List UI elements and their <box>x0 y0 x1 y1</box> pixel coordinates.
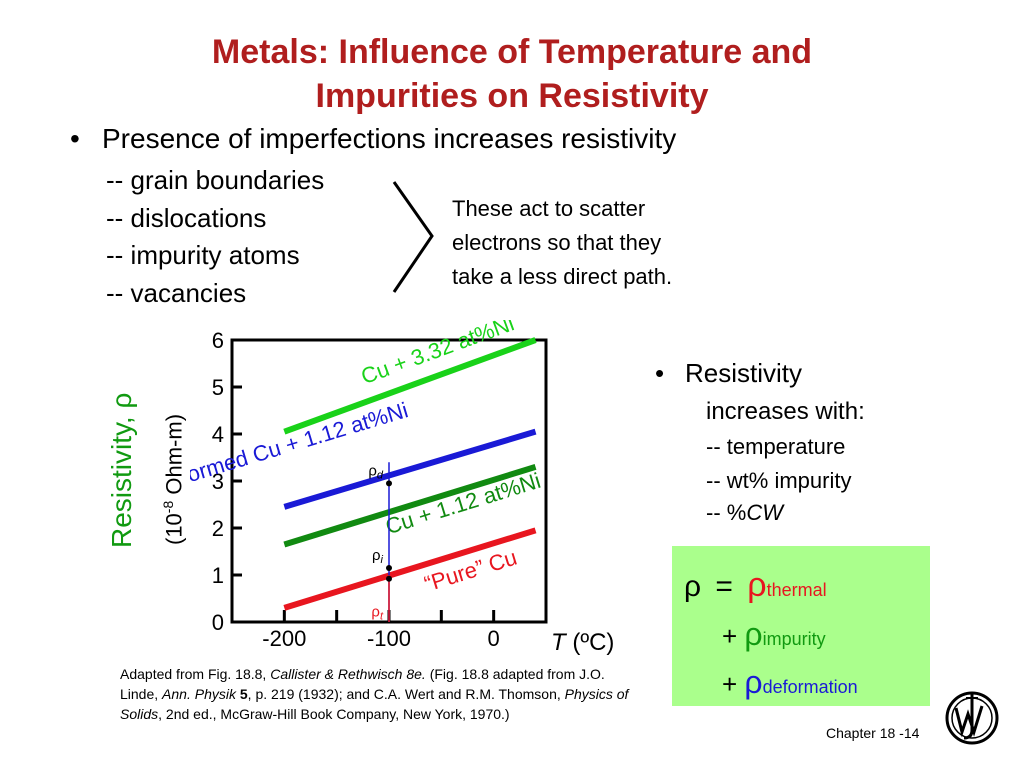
right-item-cw-text: CW <box>746 500 783 525</box>
y-tick-label: 2 <box>212 516 224 541</box>
thermal-subscript: thermal <box>766 580 827 600</box>
series-line <box>283 337 537 435</box>
scatter-note-line: electrons so that they <box>452 230 662 255</box>
series-line <box>283 428 537 510</box>
y-tick-label: 1 <box>212 563 224 588</box>
rho-impurity-symbol: ρ <box>744 616 763 652</box>
main-bullet: • Presence of imperfections increases res… <box>70 123 676 155</box>
right-item-cw: -- %CW <box>706 500 783 526</box>
y-axis-unit-label: (10-8 Ohm-m) <box>160 414 187 545</box>
series-line <box>283 527 537 611</box>
imperfection-item: -- impurity atoms <box>106 240 300 270</box>
y-tick-label: 5 <box>212 375 224 400</box>
imperfection-item: -- dislocations <box>106 203 267 233</box>
rho-guide-point <box>386 480 392 487</box>
right-bullet-title: Resistivity <box>685 358 803 388</box>
y-tick-label: 3 <box>212 469 224 494</box>
rho-thermal-symbol: ρ <box>747 566 767 604</box>
y-axis-unit-exponent: -8 <box>160 500 176 514</box>
bullet-dot: • <box>70 123 80 154</box>
page-title: Metals: Influence of Temperature and Imp… <box>0 30 1024 118</box>
x-axis-label: T (ºC) <box>551 629 614 656</box>
scatter-note-line: take a less direct path. <box>452 264 673 289</box>
y-tick-label: 6 <box>212 328 224 353</box>
formula-line-deformation: + ρdeformation <box>722 664 858 701</box>
rho-marker-label: ρi <box>372 547 384 566</box>
scatter-note-line: These act to scatter <box>452 196 646 221</box>
rho-marker-label: ρt <box>371 603 384 622</box>
y-tick-label: 0 <box>212 610 224 635</box>
right-bullet-sub: increases with: <box>706 398 865 425</box>
equals-sign: = <box>715 570 733 603</box>
deformation-subscript: deformation <box>762 677 858 697</box>
x-tick-label: 0 <box>488 626 500 651</box>
caption-text: (Fig. 18.8 adapted from J.O. Linde, <box>120 666 605 702</box>
chapter-footer: Chapter 18 -14 <box>826 725 920 741</box>
rho-marker-label: ρd <box>368 462 384 481</box>
caption-text: Adapted from Fig. 18.8, <box>120 666 271 682</box>
right-bullet: • Resistivity <box>655 358 802 389</box>
right-item: -- temperature <box>706 434 846 459</box>
rho-symbol: ρ <box>684 570 702 603</box>
imperfection-item: -- grain boundaries <box>106 165 325 195</box>
title-line-1: Metals: Influence of Temperature and <box>211 33 813 71</box>
y-tick-label: 4 <box>212 422 224 447</box>
y-axis-unit-suffix: Ohm-m) <box>161 413 187 501</box>
right-item: -- wt% impurity <box>706 468 852 493</box>
formula-line-thermal: ρ = ρthermal <box>684 566 827 605</box>
right-item-prefix: -- % <box>706 500 747 525</box>
imperfection-item: -- vacancies <box>106 278 247 308</box>
series-line <box>283 464 537 548</box>
caption-italic: Callister & Rethwisch 8e. <box>270 666 426 682</box>
caption-bold: 5 <box>235 686 248 702</box>
formula-line-impurity: + ρimpurity <box>722 616 826 653</box>
impurity-subscript: impurity <box>762 629 826 649</box>
caption-text: , p. 219 (1932); and C.A. Wert and R.M. … <box>247 686 565 702</box>
figure-caption: Adapted from Fig. 18.8, Callister & Reth… <box>120 664 640 724</box>
title-line-2: Impurities on Resistivity <box>315 77 709 115</box>
series-label: Cu + 1.12 at%Ni <box>382 468 543 539</box>
caption-italic: Ann. Physik <box>162 686 236 702</box>
plus-sign: + <box>722 669 738 699</box>
angle-bracket <box>392 181 434 293</box>
y-axis-label: Resistivity, ρ <box>106 392 137 548</box>
rho-guide-point <box>386 564 392 571</box>
x-tick-label: -100 <box>367 626 411 651</box>
scatter-note: These act to scatter electrons so that t… <box>452 192 672 294</box>
plus-sign: + <box>722 621 738 651</box>
main-bullet-text: Presence of imperfections increases resi… <box>102 123 677 154</box>
publisher-logo <box>945 691 999 745</box>
rho-deformation-symbol: ρ <box>744 664 763 700</box>
rho-guide-point <box>386 575 392 582</box>
bullet-dot: • <box>655 358 665 388</box>
x-tick-label: -200 <box>262 626 306 651</box>
caption-text: , 2nd ed., McGraw-Hill Book Company, New… <box>158 706 510 722</box>
caption-italic: Physics of Solids <box>120 686 629 722</box>
formula-box: ρ = ρthermal + ρimpurity + ρdeformation <box>672 546 930 706</box>
y-axis-unit-prefix: (10 <box>161 513 187 545</box>
